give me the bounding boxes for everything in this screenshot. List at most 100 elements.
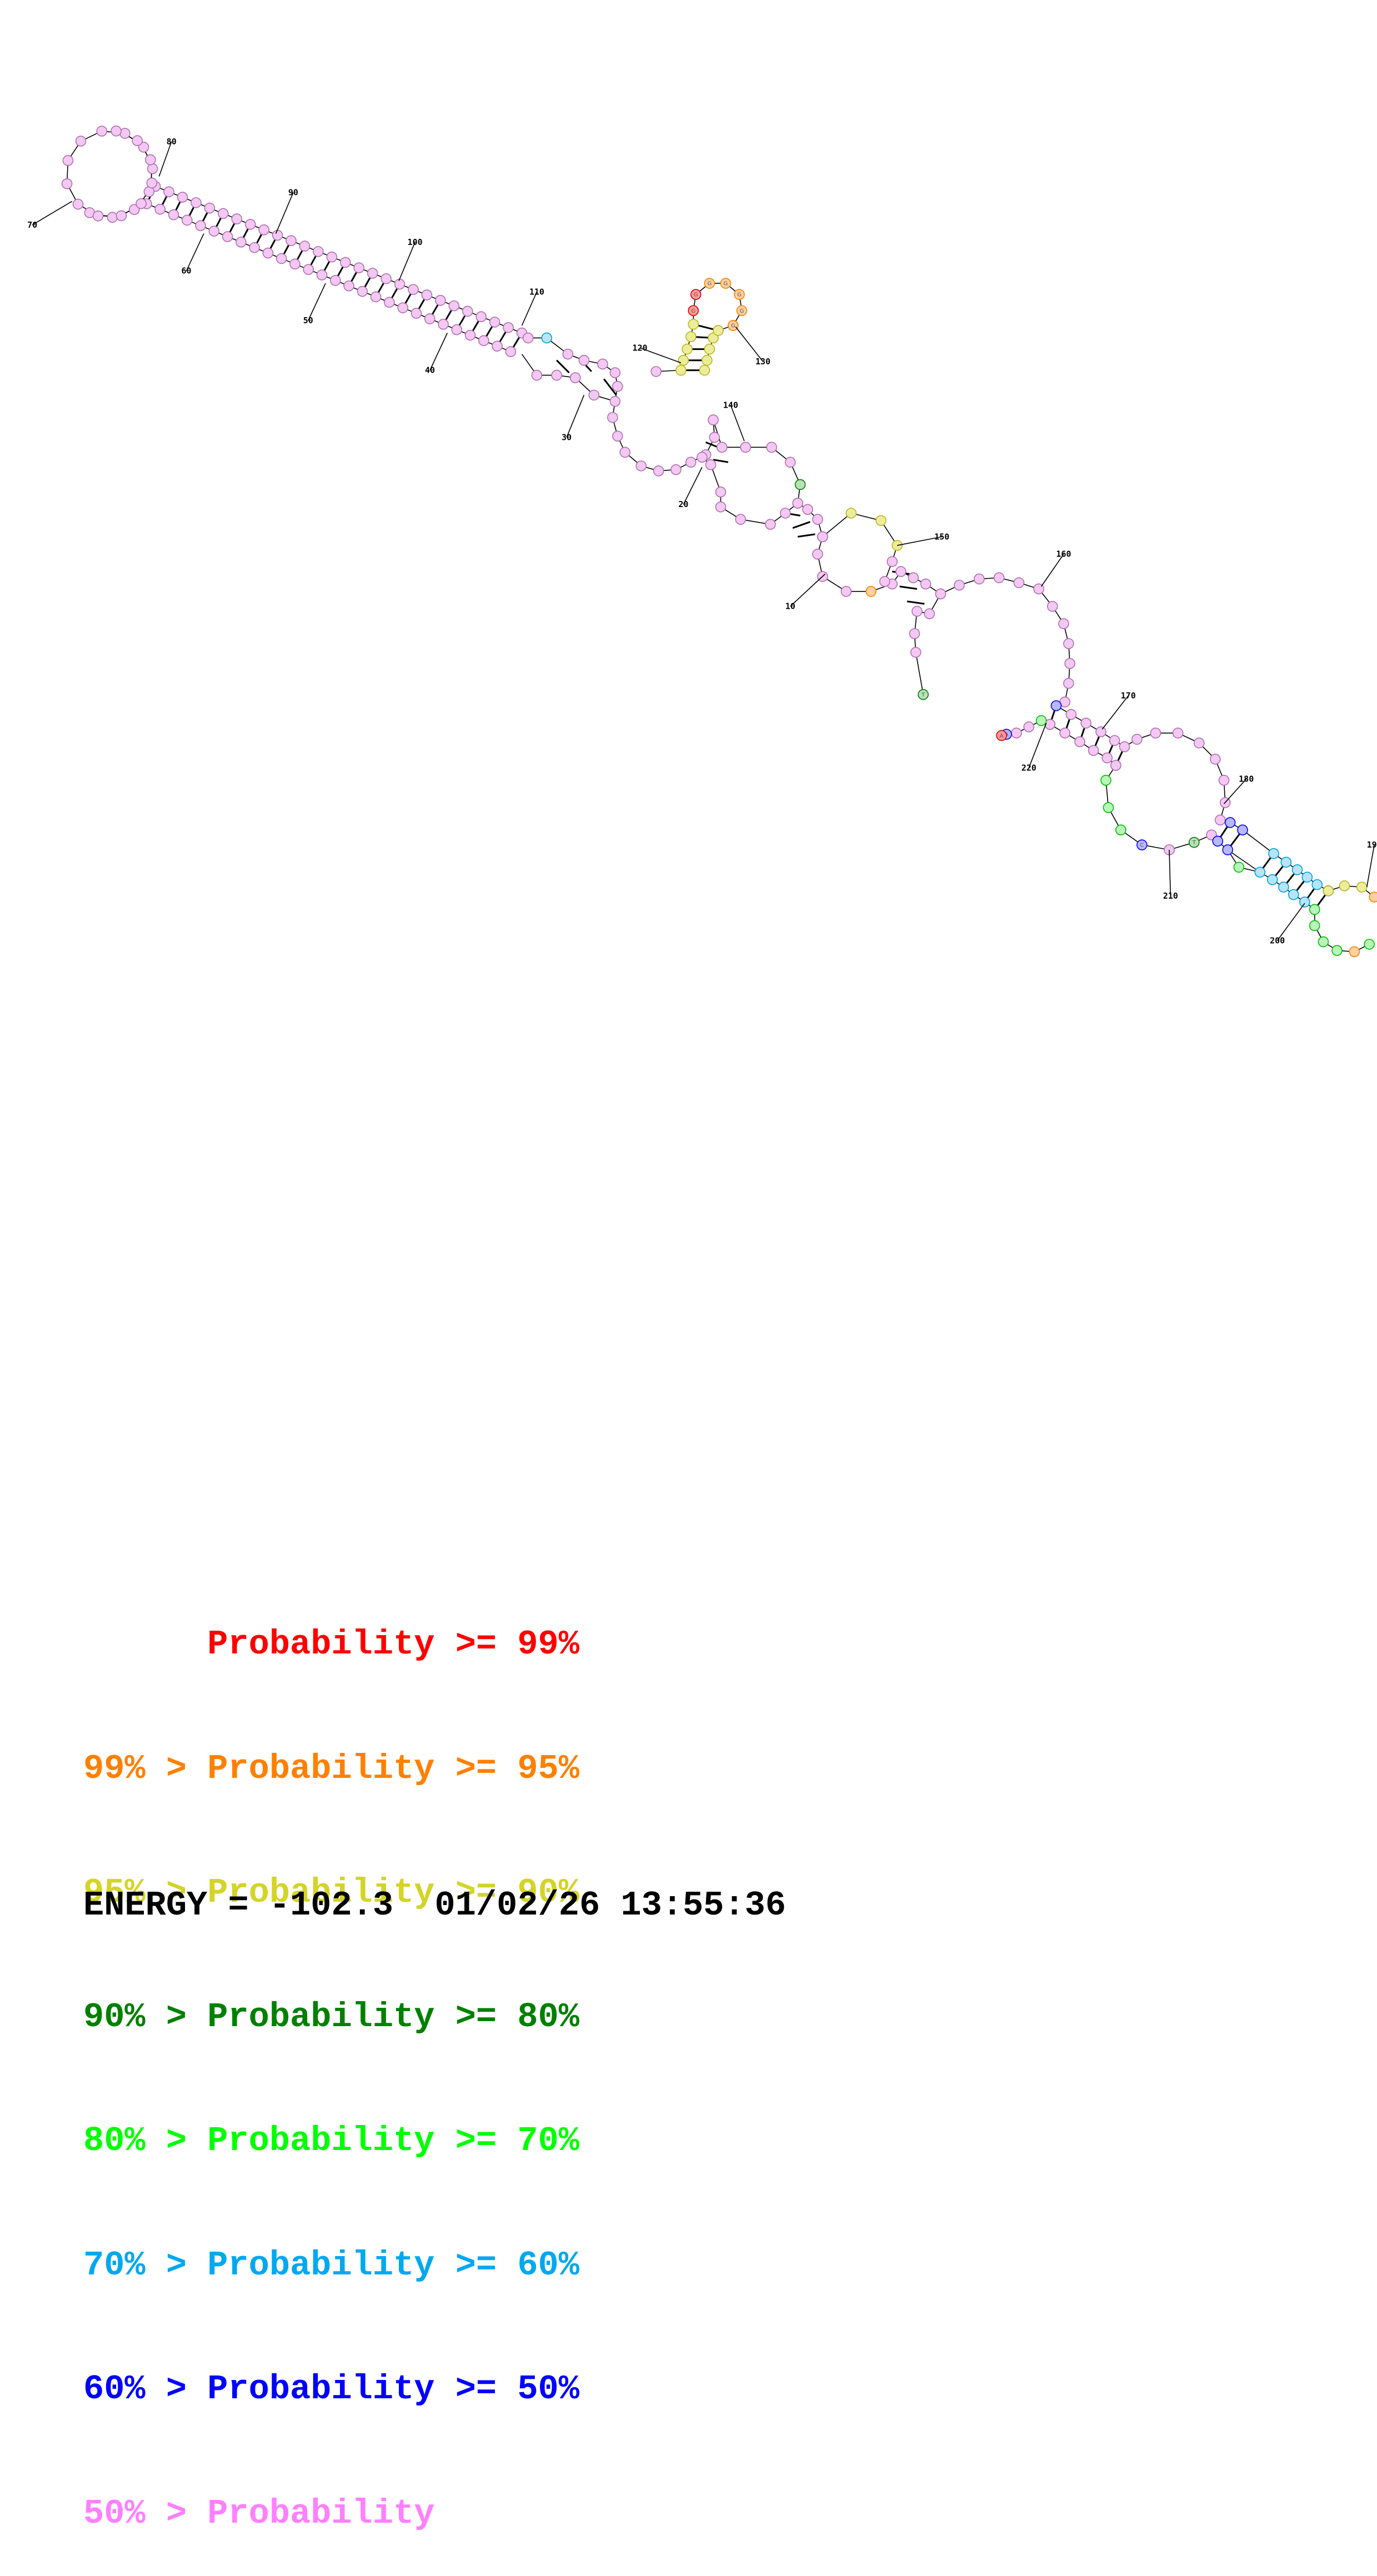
position-tick: [790, 573, 825, 607]
nucleotides: GGGGGGGTAACT: [61, 126, 1377, 958]
nucleotide: [865, 586, 877, 597]
nucleotide: [72, 198, 84, 210]
position-tick: [730, 404, 745, 442]
nucleotide: [438, 318, 449, 330]
nucleotide: [973, 573, 985, 585]
nucleotide: [313, 246, 324, 257]
position-label: 180: [1239, 774, 1254, 784]
nucleotide: [909, 628, 920, 639]
nucleotide: [96, 126, 108, 137]
nucleotide: [380, 273, 392, 284]
nucleotide: [1254, 866, 1266, 878]
nucleotide: [397, 302, 409, 313]
nucleotide-letter: G: [707, 281, 712, 287]
nucleotide: [541, 332, 553, 344]
nucleotide: [1131, 734, 1143, 745]
nucleotide: [954, 579, 965, 591]
nucleotide: [597, 358, 608, 370]
base-pair: [556, 359, 570, 374]
nucleotide: [177, 192, 188, 203]
base-pair: [907, 600, 925, 605]
nucleotide-letter: G: [740, 308, 744, 314]
nucleotide: [697, 452, 708, 463]
nucleotide: [1080, 718, 1091, 729]
nucleotide: [812, 548, 823, 560]
backbone-segment: [1105, 765, 1212, 850]
base-pair: [713, 459, 729, 463]
nucleotide: [272, 229, 283, 241]
nucleotide: [370, 291, 382, 303]
nucleotide: [1088, 745, 1099, 756]
nucleotide: [802, 504, 813, 515]
nucleotide: [353, 262, 365, 273]
nucleotide: [262, 247, 274, 259]
nucleotide: [688, 305, 699, 317]
position-tick: [1223, 779, 1247, 804]
position-label: 140: [723, 400, 738, 410]
nucleotide: [715, 487, 727, 498]
nucleotide: [448, 300, 460, 312]
nucleotide-letter: G: [731, 323, 735, 329]
legend-line: Probability >= 99%: [83, 1625, 579, 1664]
nucleotide-letter: C: [1140, 843, 1144, 849]
backbone-segment: [1328, 885, 1375, 898]
nucleotide: [384, 297, 395, 308]
position-label: 170: [1121, 691, 1136, 701]
nucleotide: [736, 305, 748, 317]
nucleotide: [394, 278, 405, 290]
nucleotide: [1101, 752, 1113, 764]
nucleotide: [704, 278, 715, 289]
nucleotide: [670, 464, 682, 475]
nucleotide: [682, 343, 693, 355]
nucleotide: [1011, 728, 1022, 739]
nucleotide: [1212, 835, 1224, 847]
nucleotide: [1172, 728, 1184, 739]
nucleotide: [231, 213, 243, 225]
nucleotide: [685, 331, 697, 343]
legend-line: 90% > Probability >= 80%: [83, 1997, 579, 2037]
nucleotide-letter: G: [691, 308, 695, 314]
nucleotide: [1233, 861, 1245, 873]
position-tick: [1276, 903, 1305, 941]
position-tick: [521, 292, 538, 326]
position-tick: [275, 192, 294, 234]
nucleotide: [1109, 735, 1120, 746]
base-pair: [899, 585, 918, 590]
nucleotide: [303, 264, 314, 275]
nucleotide: [1023, 721, 1035, 733]
nucleotide: [716, 442, 728, 453]
nucleotide: [244, 219, 256, 230]
nucleotide: [1035, 715, 1047, 726]
nucleotide: [146, 177, 158, 189]
position-ticks: 10 20 30 40 50 60 70 80 90 100 110 120 130 140 150 160 1…: [27, 137, 1377, 945]
legend-line: 70% > Probability >= 60%: [83, 2245, 579, 2285]
nucleotide: [191, 197, 202, 208]
nucleotide: [326, 251, 338, 263]
nucleotide: [462, 305, 473, 317]
nucleotide: [1063, 678, 1074, 689]
nucleotide: [1311, 879, 1323, 890]
nucleotide: [1119, 741, 1130, 753]
nucleotide-letter: G: [724, 281, 728, 287]
nucleotide: [75, 136, 87, 147]
nucleotide: [765, 519, 776, 530]
base-pair: [603, 378, 617, 396]
nucleotide: [920, 578, 932, 590]
nucleotide: [734, 289, 745, 300]
nucleotide: [367, 268, 378, 279]
backbone-segment: [797, 503, 942, 695]
nucleotide: [1222, 844, 1233, 855]
nucleotide: [817, 531, 828, 543]
position-tick: [683, 467, 703, 505]
nucleotide: [779, 508, 791, 519]
nucleotide: [1103, 802, 1114, 813]
nucleotide: [1369, 891, 1377, 903]
nucleotide: [330, 275, 341, 286]
nucleotide: [343, 280, 354, 292]
position-label: 80: [167, 137, 177, 147]
nucleotide: [276, 253, 287, 264]
nucleotide: [910, 646, 922, 658]
nucleotide: [708, 332, 719, 344]
position-tick: [1028, 723, 1047, 768]
nucleotide-letter: A: [1000, 733, 1004, 739]
